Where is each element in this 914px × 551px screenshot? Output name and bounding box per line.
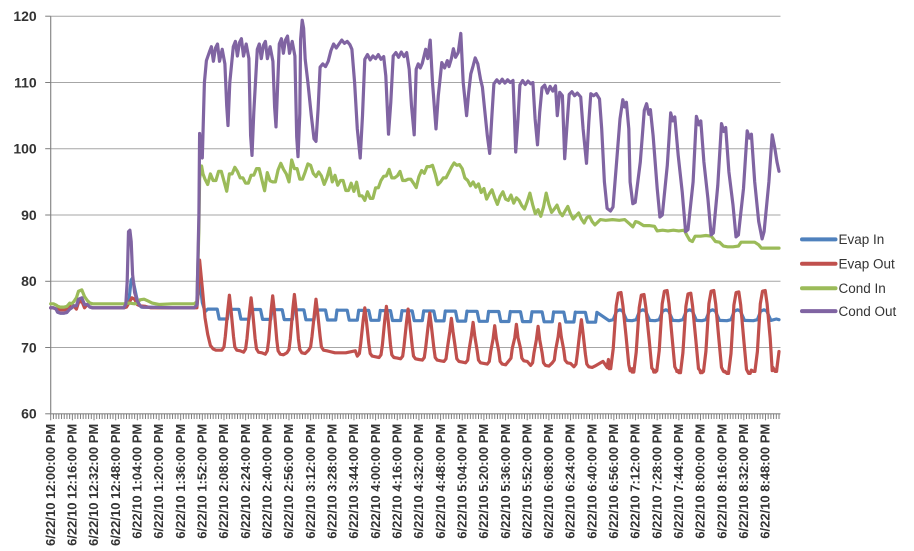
svg-text:Evap In: Evap In <box>839 232 885 247</box>
svg-text:6/22/10 2:56:00 PM: 6/22/10 2:56:00 PM <box>281 424 296 539</box>
svg-text:6/22/10 1:04:00 PM: 6/22/10 1:04:00 PM <box>130 424 145 539</box>
svg-text:6/22/10 4:00:00 PM: 6/22/10 4:00:00 PM <box>368 424 383 539</box>
svg-text:6/22/10 8:00:00 PM: 6/22/10 8:00:00 PM <box>693 424 708 539</box>
svg-text:6/22/10 2:24:00 PM: 6/22/10 2:24:00 PM <box>238 424 253 539</box>
svg-text:6/22/10 6:08:00 PM: 6/22/10 6:08:00 PM <box>541 424 556 539</box>
svg-text:60: 60 <box>21 406 37 422</box>
svg-text:6/22/10 6:24:00 PM: 6/22/10 6:24:00 PM <box>563 424 578 539</box>
svg-text:110: 110 <box>14 74 37 90</box>
svg-text:6/22/10 8:16:00 PM: 6/22/10 8:16:00 PM <box>714 424 729 539</box>
svg-text:6/22/10 2:08:00 PM: 6/22/10 2:08:00 PM <box>216 424 231 539</box>
svg-text:Cond Out: Cond Out <box>839 304 897 319</box>
svg-text:6/22/10 7:44:00 PM: 6/22/10 7:44:00 PM <box>671 424 686 539</box>
svg-text:80: 80 <box>21 273 37 289</box>
svg-text:6/22/10 7:28:00 PM: 6/22/10 7:28:00 PM <box>649 424 664 539</box>
svg-text:6/22/10 1:20:00 PM: 6/22/10 1:20:00 PM <box>151 424 166 539</box>
svg-text:6/22/10 5:52:00 PM: 6/22/10 5:52:00 PM <box>519 424 534 539</box>
svg-text:6/22/10 3:44:00 PM: 6/22/10 3:44:00 PM <box>346 424 361 539</box>
svg-text:6/22/10 12:32:00 PM: 6/22/10 12:32:00 PM <box>86 424 101 546</box>
svg-text:90: 90 <box>21 207 37 223</box>
svg-text:6/22/10 12:48:00 PM: 6/22/10 12:48:00 PM <box>108 424 123 546</box>
svg-text:6/22/10 4:32:00 PM: 6/22/10 4:32:00 PM <box>411 424 426 539</box>
svg-text:6/22/10 2:40:00 PM: 6/22/10 2:40:00 PM <box>260 424 275 539</box>
svg-text:6/22/10 4:48:00 PM: 6/22/10 4:48:00 PM <box>433 424 448 539</box>
svg-text:6/22/10 12:00:00 PM: 6/22/10 12:00:00 PM <box>43 424 58 546</box>
svg-text:Evap Out: Evap Out <box>839 257 896 272</box>
svg-text:6/22/10 1:52:00 PM: 6/22/10 1:52:00 PM <box>195 424 210 539</box>
svg-text:6/22/10 6:40:00 PM: 6/22/10 6:40:00 PM <box>584 424 599 539</box>
svg-text:120: 120 <box>13 8 37 24</box>
svg-text:6/22/10 6:56:00 PM: 6/22/10 6:56:00 PM <box>606 424 621 539</box>
svg-text:100: 100 <box>13 141 37 157</box>
svg-text:6/22/10 5:36:00 PM: 6/22/10 5:36:00 PM <box>498 424 513 539</box>
svg-text:70: 70 <box>21 339 37 355</box>
svg-text:6/22/10 5:20:00 PM: 6/22/10 5:20:00 PM <box>476 424 491 539</box>
svg-text:Cond In: Cond In <box>839 281 886 296</box>
svg-text:6/22/10 8:32:00 PM: 6/22/10 8:32:00 PM <box>736 424 751 539</box>
svg-text:6/22/10 5:04:00 PM: 6/22/10 5:04:00 PM <box>454 424 469 539</box>
svg-text:6/22/10 3:28:00 PM: 6/22/10 3:28:00 PM <box>325 424 340 539</box>
svg-text:6/22/10 7:12:00 PM: 6/22/10 7:12:00 PM <box>628 424 643 539</box>
svg-text:6/22/10 4:16:00 PM: 6/22/10 4:16:00 PM <box>390 424 405 539</box>
svg-text:6/22/10 8:48:00 PM: 6/22/10 8:48:00 PM <box>758 424 773 539</box>
svg-text:6/22/10 12:16:00 PM: 6/22/10 12:16:00 PM <box>65 424 80 546</box>
svg-text:6/22/10 1:36:00 PM: 6/22/10 1:36:00 PM <box>173 424 188 539</box>
svg-text:6/22/10 3:12:00 PM: 6/22/10 3:12:00 PM <box>303 424 318 539</box>
